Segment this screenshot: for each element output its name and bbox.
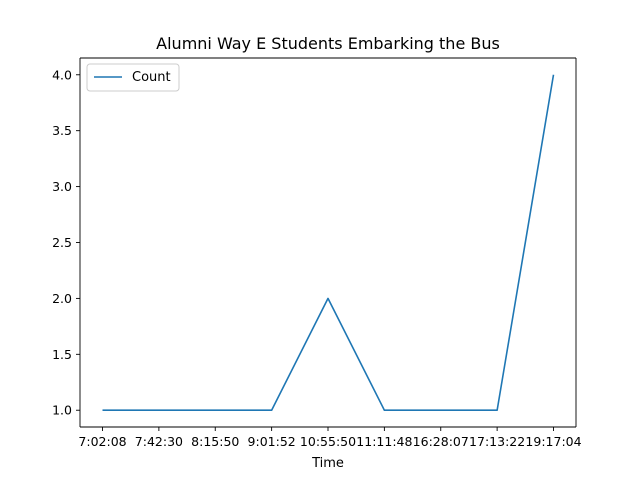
x-tick-label: 19:17:04 xyxy=(525,434,581,449)
x-tick-label: 16:28:07 xyxy=(413,434,469,449)
x-axis-title: Time xyxy=(311,456,344,471)
y-tick-label: 3.0 xyxy=(52,179,72,194)
series-line-count xyxy=(102,74,555,412)
y-tick-label: 1.5 xyxy=(52,347,72,362)
y-tick-label: 1.0 xyxy=(52,403,72,418)
chart-title: Alumni Way E Students Embarking the Bus xyxy=(156,34,500,53)
x-tick-label: 7:42:30 xyxy=(135,434,183,449)
y-tick-label: 2.0 xyxy=(52,291,72,306)
plot-background xyxy=(80,58,576,427)
legend: Count xyxy=(86,63,180,92)
x-tick-label: 9:01:52 xyxy=(248,434,296,449)
x-tick-label: 7:02:08 xyxy=(78,434,126,449)
legend-box xyxy=(86,63,180,92)
y-tick-label: 4.0 xyxy=(52,67,72,82)
legend-label-count: Count xyxy=(132,70,171,85)
x-tick-label: 11:11:48 xyxy=(356,434,412,449)
x-tick-label: 17:13:22 xyxy=(469,434,525,449)
y-tick-label: 3.5 xyxy=(52,123,72,138)
x-tick-label: 8:15:50 xyxy=(191,434,239,449)
x-tick-label: 10:55:50 xyxy=(300,434,356,449)
plot-area: 1.0 1.5 2.0 2.5 3.0 3.5 4.0 7:02:08 7:42:30 8:15:… xyxy=(52,57,582,449)
y-tick-label: 2.5 xyxy=(52,235,72,250)
